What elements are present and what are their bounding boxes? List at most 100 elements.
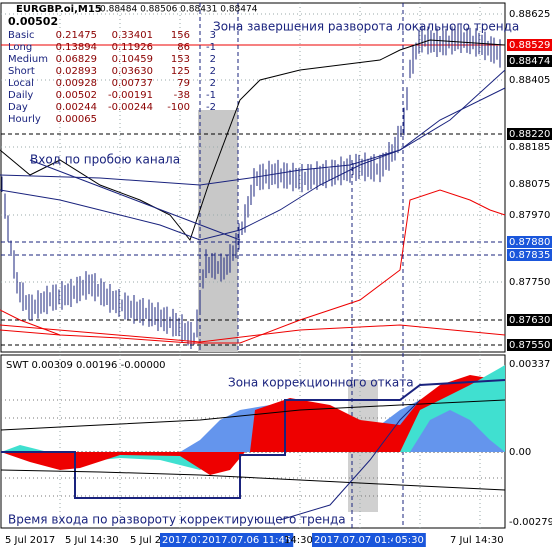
table-cell: -2 <box>206 102 216 113</box>
indicator-line <box>279 399 421 521</box>
table-cell: -0.00244 <box>108 102 153 113</box>
annotation: Время входа по развороту корректирующего… <box>8 513 346 527</box>
table-cell: -0.00191 <box>108 90 153 101</box>
indicator-axis-label: 0.00337 <box>509 359 550 370</box>
price-label: 0.87630 <box>509 315 550 326</box>
indicator-label: SWT 0.00309 0.00196 -0.00000 <box>6 360 166 371</box>
table-cell: 0.00928 <box>56 78 97 89</box>
time-label: 5 Jul 22 <box>130 535 168 546</box>
time-label-box <box>312 533 406 547</box>
table-cell: 2 <box>210 78 216 89</box>
table-cell: -1 <box>206 42 216 53</box>
table-cell: 0.10459 <box>112 54 153 65</box>
table-cell: 0.03630 <box>112 66 153 77</box>
indicator-axis-label: -0.00279 <box>509 517 552 528</box>
price-label: 0.88474 <box>509 56 550 67</box>
indicator-line <box>0 69 506 186</box>
table-cell: 0.02893 <box>56 66 97 77</box>
table-cell: 86 <box>177 42 190 53</box>
time-label: 2017.07. <box>162 535 207 546</box>
time-label: 5 Jul 14:30 <box>65 535 119 546</box>
price-label-box <box>507 128 552 140</box>
table-cell: 0.06829 <box>56 54 97 65</box>
price-label-box <box>507 55 552 67</box>
price-label: 0.88405 <box>509 75 550 86</box>
table-cell: -1 <box>206 90 216 101</box>
time-label-box <box>200 533 294 547</box>
time-label: 5 Jul 2017 <box>5 535 55 546</box>
table-cell: 156 <box>171 30 190 41</box>
table-cell: 0.00737 <box>112 78 153 89</box>
histogram-area <box>1 452 245 475</box>
table-cell: 0.21475 <box>56 30 97 41</box>
table-cell: 0.00502 <box>56 90 97 101</box>
ohlc: 0.88484 0.88506 0.88431 0.88474 <box>100 5 258 15</box>
indicator-axis-label: 0.00 <box>509 447 531 458</box>
indicator-line <box>0 39 506 242</box>
table-cell: 125 <box>171 66 190 77</box>
time-label-box <box>160 533 209 547</box>
indicator-line <box>0 309 61 336</box>
price-label: 0.87835 <box>509 250 550 261</box>
price-label-box <box>507 236 552 248</box>
table-cell: Daily <box>8 90 33 101</box>
annotation: Зона завершения разворота локального тре… <box>213 20 519 34</box>
price-label: 0.87970 <box>509 210 550 221</box>
histogram-area <box>1 445 240 470</box>
price-label: 0.88529 <box>509 40 550 51</box>
table-cell: Short <box>8 66 35 77</box>
table-cell: 2 <box>210 54 216 65</box>
table-cell: 2 <box>210 66 216 77</box>
table-cell: Hourly <box>8 114 41 125</box>
price-label-box <box>507 249 552 261</box>
indicator-line <box>1 379 506 499</box>
time-label-box <box>393 533 426 547</box>
annotation: Зона коррекционного отката <box>228 376 414 390</box>
price-label: 0.88625 <box>509 9 550 20</box>
table-cell: -38 <box>174 90 190 101</box>
stats-table: Basic 0.21475 0.33401 156 3 Long 0.13894 0.1192… <box>8 30 216 125</box>
table-cell: -100 <box>167 102 190 113</box>
table-cell: Day <box>8 102 28 113</box>
table-cell: 0.00244 <box>56 102 97 113</box>
histogram-area <box>410 410 505 452</box>
symbol: EURGBP.oi,M15 <box>16 4 102 15</box>
table-cell: 3 <box>210 30 216 41</box>
table-cell: Local <box>8 78 34 89</box>
indicator-line <box>0 324 506 343</box>
time-label: 2017.07.07 01:45 <box>314 535 403 546</box>
axes: 0.88625 0.88529 0.88474 0.88405 0.88220 0.881… <box>5 9 552 547</box>
table-cell: 0.33401 <box>112 30 153 41</box>
price-label-box <box>507 339 552 351</box>
time-label: 2017.07.06 11:45 <box>202 535 291 546</box>
indicator-line <box>0 469 506 491</box>
price-label: 0.88075 <box>509 179 550 190</box>
price-label-box <box>507 314 552 326</box>
indicator-line <box>0 189 506 344</box>
table-cell: Medium <box>8 54 48 65</box>
indicator-line <box>29 159 241 241</box>
value: 0.00502 <box>8 15 58 28</box>
table-cell: 153 <box>171 54 190 65</box>
price-label: 0.88185 <box>509 142 550 153</box>
time-label: 14:30 <box>284 535 313 546</box>
price-label: 0.87750 <box>509 277 550 288</box>
table-cell: 0.13894 <box>56 42 97 53</box>
time-label: 7 Jul 14:30 <box>450 535 504 546</box>
indicator-line <box>0 87 506 241</box>
table-cell: 79 <box>177 78 190 89</box>
annotation: Вход по пробою канала <box>30 153 180 167</box>
table-cell: 0.11926 <box>112 42 153 53</box>
price-label: 0.87880 <box>509 237 550 248</box>
plot <box>0 24 506 521</box>
indicator-line <box>0 399 506 431</box>
price-label-box <box>507 39 552 51</box>
grid <box>1 3 505 528</box>
table-cell: Long <box>8 42 32 53</box>
table-cell: Basic <box>8 30 34 41</box>
time-label: 05:30 <box>395 535 424 546</box>
price-label: 0.87550 <box>509 340 550 351</box>
main-frame <box>0 2 506 353</box>
